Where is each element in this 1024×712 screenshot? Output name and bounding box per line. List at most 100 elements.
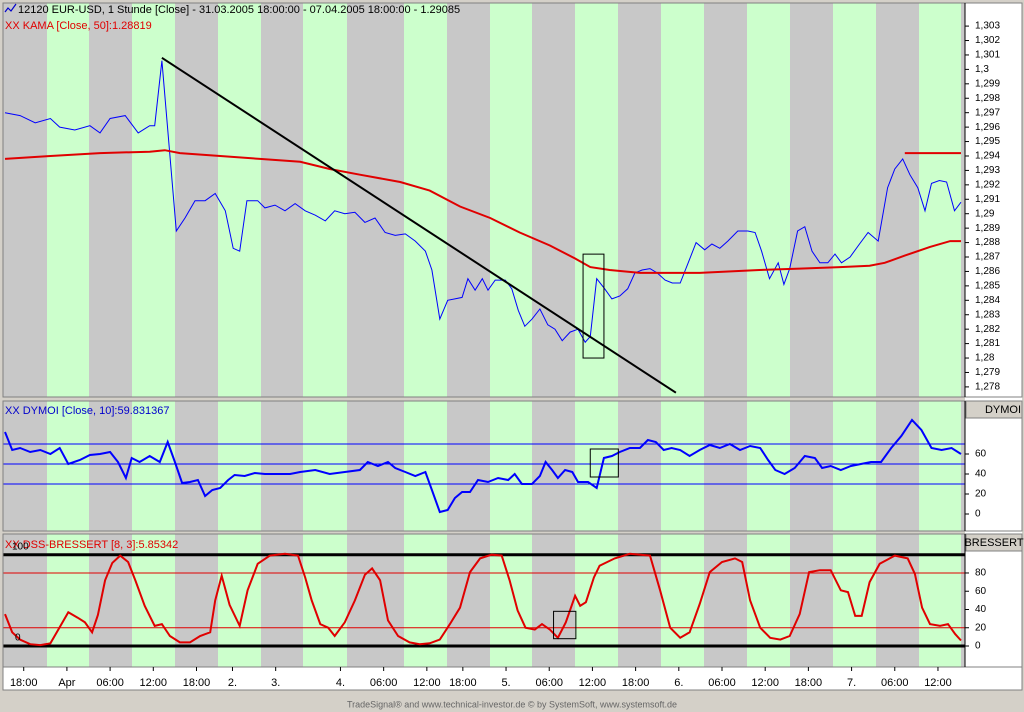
session-band <box>490 3 532 397</box>
x-tick-label: 12:00 <box>140 677 168 689</box>
session-band <box>47 3 89 397</box>
x-tick-label: 7. <box>847 677 856 689</box>
session-band <box>218 401 261 531</box>
y-tick-label: 1,3 <box>975 64 989 75</box>
highlight-box <box>589 448 619 478</box>
session-band <box>132 401 175 531</box>
y-tick-label: 1,287 <box>975 252 1000 263</box>
y-tick-label: 1,288 <box>975 237 1000 248</box>
session-band <box>833 3 876 397</box>
x-tick-label: 6. <box>674 677 683 689</box>
y-tick-label: 1,282 <box>975 324 1000 335</box>
y-tick-label: 40 <box>975 469 987 480</box>
x-tick-label: 06:00 <box>881 677 909 689</box>
panel-border <box>2 533 1023 668</box>
y-tick-label: 1,285 <box>975 281 1000 292</box>
y-tick-label: 60 <box>975 449 987 460</box>
y-tick-label: 1,296 <box>975 122 1000 133</box>
x-tick-label: 18:00 <box>10 677 38 689</box>
session-band <box>132 3 175 397</box>
y-tick-label: 1,297 <box>975 107 1000 118</box>
y-tick-label: 40 <box>975 604 987 615</box>
x-tick-label: 06:00 <box>370 677 398 689</box>
legend-kama: XX KAMA [Close, 50]:1.28819 <box>5 20 152 32</box>
x-tick-label: 06:00 <box>708 677 736 689</box>
session-band <box>404 3 447 397</box>
series-line <box>4 60 962 344</box>
y-tick-label: 1,293 <box>975 165 1000 176</box>
trend-line <box>161 56 677 394</box>
y-tick-label: 1,291 <box>975 194 1000 205</box>
y-tick-label: 1,284 <box>975 295 1000 306</box>
y-tick-label: 0 <box>975 641 981 652</box>
x-tick-label: 12:00 <box>751 677 779 689</box>
x-tick-label: 18:00 <box>449 677 477 689</box>
legend-bressert: XX DSS-BRESSERT [8, 3]:5.85342 <box>5 539 178 551</box>
axis-area <box>965 3 1022 667</box>
session-band <box>919 401 961 531</box>
session-band <box>303 401 347 531</box>
session-band <box>747 401 790 531</box>
y-tick-label: 1,289 <box>975 223 1000 234</box>
y-tick-label: 1,286 <box>975 266 1000 277</box>
session-band <box>303 3 347 397</box>
y-tick-label: 1,303 <box>975 21 1000 32</box>
x-tick-label: 18:00 <box>795 677 823 689</box>
series-line <box>4 418 962 514</box>
x-tick-label: 18:00 <box>622 677 650 689</box>
session-band <box>47 401 89 531</box>
y-tick-label: 1,298 <box>975 93 1000 104</box>
x-tick-label: 18:00 <box>183 677 211 689</box>
footer: TradeSignal® and www.technical-investor.… <box>347 699 677 709</box>
session-band <box>575 401 618 531</box>
y-tick-label: 1,295 <box>975 136 1000 147</box>
chart-title: 12120 EUR-USD, 1 Stunde [Close] - 31.03.… <box>18 4 460 16</box>
highlight-box <box>582 253 605 359</box>
y-tick-label: 1,292 <box>975 179 1000 190</box>
x-tick-label: 4. <box>336 677 345 689</box>
y-tick-label: 80 <box>975 568 987 579</box>
panel-label: BRESSERT <box>964 537 1023 549</box>
x-tick-label: 06:00 <box>535 677 563 689</box>
x-tick-label: 06:00 <box>96 677 124 689</box>
x-tick-label: 3. <box>271 677 280 689</box>
session-band <box>747 3 790 397</box>
session-band <box>490 401 532 531</box>
x-tick-label: Apr <box>58 677 75 689</box>
series-line <box>4 552 962 647</box>
bound-label: 100 <box>12 541 29 552</box>
panel-label: DYMOI <box>985 404 1021 416</box>
y-tick-label: 1,29 <box>975 208 995 219</box>
highlight-box <box>553 610 577 640</box>
y-tick-label: 0 <box>975 509 981 520</box>
legend-dymoi: XX DYMOI [Close, 10]:59.831367 <box>5 405 169 417</box>
y-tick-label: 1,28 <box>975 353 995 364</box>
y-tick-label: 1,294 <box>975 151 1000 162</box>
y-tick-label: 60 <box>975 586 987 597</box>
series-line <box>4 149 961 274</box>
y-tick-label: 20 <box>975 622 987 633</box>
x-tick-label: 2. <box>228 677 237 689</box>
session-band <box>218 3 261 397</box>
panel-border <box>2 400 1023 532</box>
bound-label: 0 <box>15 633 21 644</box>
x-tick-label: 12:00 <box>413 677 441 689</box>
session-band <box>661 401 704 531</box>
session-band <box>661 3 704 397</box>
panel-border <box>2 2 1023 398</box>
session-band <box>919 3 961 397</box>
x-tick-label: 12:00 <box>579 677 607 689</box>
y-tick-label: 1,302 <box>975 35 1000 46</box>
y-tick-label: 1,278 <box>975 382 1000 393</box>
y-tick-label: 1,279 <box>975 367 1000 378</box>
y-tick-label: 1,281 <box>975 338 1000 349</box>
y-tick-label: 1,283 <box>975 309 1000 320</box>
y-tick-label: 1,299 <box>975 78 1000 89</box>
y-tick-label: 1,301 <box>975 50 1000 61</box>
x-tick-label: 5. <box>501 677 510 689</box>
y-tick-label: 20 <box>975 489 987 500</box>
chart-icon <box>4 3 17 13</box>
x-tick-label: 12:00 <box>924 677 952 689</box>
